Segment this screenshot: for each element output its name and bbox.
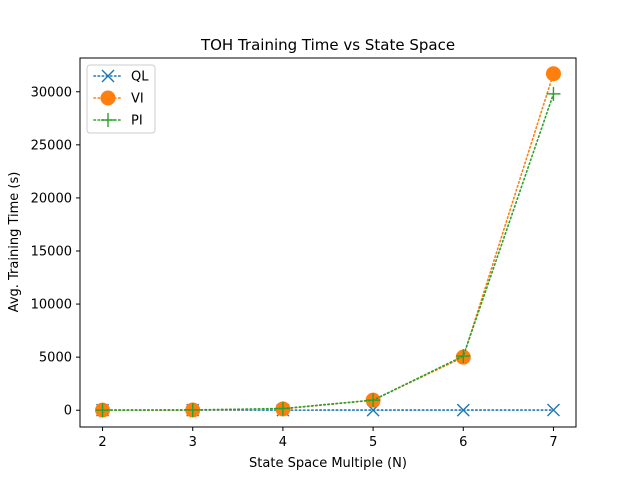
y-tick-label: 30000: [31, 85, 72, 100]
legend-label-vi: VI: [131, 92, 144, 107]
axes-frame: [79, 57, 577, 428]
legend-label-ql: QL: [131, 70, 149, 85]
legend-marker-ql: [101, 69, 115, 83]
legend-item-pi: PI: [93, 113, 143, 129]
chart-title: TOH Training Time vs State Space: [200, 36, 455, 54]
data-point-ql: [456, 403, 470, 417]
plot-area: [80, 58, 576, 427]
x-tick-label: 7: [549, 435, 557, 450]
series-line-pi: [101, 93, 555, 411]
x-tick-label: 5: [369, 435, 377, 450]
y-tick-label: 10000: [31, 298, 72, 313]
legend-item-vi: VI: [93, 90, 144, 107]
legend-label-pi: PI: [131, 114, 143, 129]
legend-marker-pi: [101, 113, 115, 127]
legend: QL VI PI: [86, 64, 156, 134]
data-point-ql: [546, 403, 560, 417]
data-point-vi: [545, 66, 561, 82]
data-point-pi: [95, 403, 110, 418]
y-axis-label: Avg. Training Time (s): [7, 172, 22, 313]
data-point-pi: [546, 86, 561, 101]
data-point-pi: [366, 393, 381, 408]
axes-background: [80, 58, 576, 427]
legend-marker-ql-stroke-b: [101, 69, 115, 83]
data-point-ql-stroke-b: [546, 403, 560, 417]
legend-box: [86, 64, 156, 134]
y-tick-label: 25000: [31, 138, 72, 153]
x-tick-label: 4: [279, 435, 287, 450]
data-point-pi: [456, 349, 471, 364]
y-tick-label: 20000: [31, 191, 72, 206]
y-tick-label: 15000: [31, 244, 72, 259]
series-pi: [95, 86, 561, 418]
legend-item-ql: QL: [93, 69, 149, 85]
y-axis-ticks: 0 5000 10000 15000 20000 25000 30000: [31, 85, 80, 419]
x-tick-label: 2: [98, 435, 106, 450]
x-axis-label: State Space Multiple (N): [249, 456, 407, 471]
data-point-ql-stroke-b: [456, 403, 470, 417]
x-tick-label: 6: [459, 435, 467, 450]
data-point-pi: [275, 401, 290, 416]
x-axis-ticks: 2 3 4 5 6 7: [98, 427, 558, 450]
legend-items: QL VI PI: [93, 69, 149, 129]
data-point-pi: [185, 402, 200, 417]
y-tick-label: 5000: [39, 351, 72, 366]
series-layer: [95, 66, 561, 418]
y-tick-label: 0: [64, 404, 72, 419]
legend-marker-vi: [100, 90, 116, 106]
x-tick-label: 3: [189, 435, 197, 450]
